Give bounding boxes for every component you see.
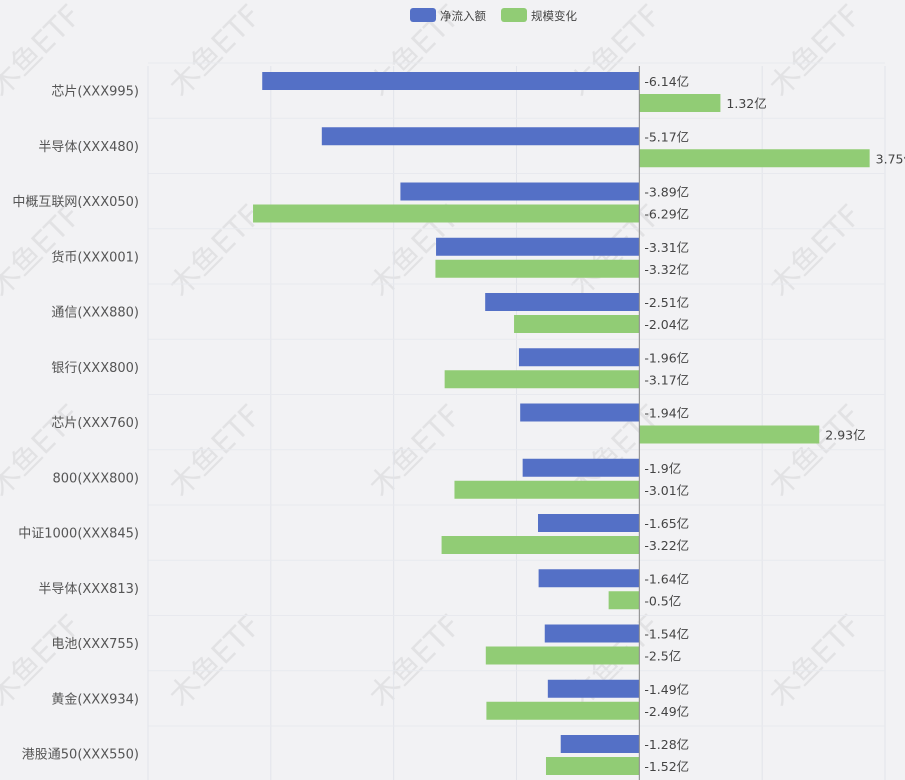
data-label: -6.14亿 (644, 74, 689, 89)
bar-net-inflow[interactable] (520, 403, 640, 422)
data-label: -6.29亿 (644, 207, 689, 222)
watermark-text: 木鱼ETF (163, 198, 269, 304)
category-label: 货币(XXX001) (51, 249, 139, 265)
bar-scale-change[interactable] (444, 370, 640, 389)
data-label: 1.32亿 (726, 96, 766, 111)
watermark-text: 木鱼ETF (363, 398, 469, 504)
bar-net-inflow[interactable] (518, 348, 640, 367)
category-label: 中概互联网(XXX050) (12, 195, 139, 210)
watermark-text: 木鱼ETF (763, 398, 869, 504)
bar-scale-change[interactable] (639, 149, 870, 168)
category-label: 中证1000(XXX845) (18, 527, 139, 542)
data-label: -0.5亿 (644, 593, 681, 608)
data-label: -2.49亿 (644, 704, 689, 719)
data-label: -1.94亿 (644, 406, 689, 421)
bar-net-inflow[interactable] (560, 735, 640, 753)
watermark-text: 木鱼ETF (0, 398, 88, 504)
category-label: 黄金(XXX934) (51, 691, 139, 707)
watermark-text: 木鱼ETF (763, 198, 869, 304)
watermark-text: 木鱼ETF (163, 608, 269, 714)
data-label: -2.04亿 (644, 317, 689, 332)
bar-scale-change[interactable] (441, 536, 640, 554)
bar-scale-change[interactable] (639, 425, 820, 444)
legend-label[interactable]: 规模变化 (531, 9, 577, 23)
category-label: 银行(XXX800) (51, 361, 139, 376)
bar-net-inflow[interactable] (485, 293, 640, 311)
data-label: -1.54亿 (644, 627, 689, 642)
bar-scale-change[interactable] (253, 204, 640, 223)
legend-swatch-net-inflow[interactable] (410, 8, 436, 22)
data-label: -1.96亿 (644, 350, 689, 365)
data-label: -1.52亿 (644, 759, 689, 774)
bar-net-inflow[interactable] (538, 569, 640, 588)
bar-scale-change[interactable] (639, 94, 721, 112)
data-label: -1.64亿 (644, 571, 689, 586)
legend-swatch-scale-change[interactable] (501, 8, 527, 22)
bar-scale-change[interactable] (514, 315, 640, 333)
category-label: 芯片(XXX760) (51, 416, 139, 431)
data-label: -1.65亿 (644, 516, 689, 531)
data-label: -1.49亿 (644, 682, 689, 697)
watermark-text: 木鱼ETF (163, 0, 269, 104)
bar-scale-change[interactable] (435, 259, 640, 278)
bar-scale-change[interactable] (485, 646, 640, 665)
data-label: -1.28亿 (644, 737, 689, 752)
data-label: -2.5亿 (644, 649, 681, 664)
bars-layer (253, 66, 870, 780)
category-label: 800(XXX800) (53, 471, 140, 486)
data-label: 2.93亿 (825, 428, 865, 443)
data-label: -1.9亿 (644, 461, 681, 476)
data-label: -3.31亿 (644, 240, 689, 255)
bar-scale-change[interactable] (545, 757, 640, 775)
watermark-text: 木鱼ETF (763, 0, 869, 104)
bar-scale-change[interactable] (608, 591, 640, 610)
bar-net-inflow[interactable] (547, 679, 640, 698)
category-label: 电池(XXX755) (51, 637, 139, 652)
watermark-text: 木鱼ETF (163, 398, 269, 504)
legend[interactable]: 净流入额 规模变化 (410, 8, 577, 23)
bar-net-inflow[interactable] (537, 514, 640, 532)
bar-net-inflow[interactable] (400, 182, 640, 201)
bar-net-inflow[interactable] (321, 127, 640, 146)
bar-scale-change[interactable] (454, 480, 640, 499)
data-label: -3.22亿 (644, 538, 689, 553)
category-label: 芯片(XXX995) (51, 85, 139, 100)
watermark-text: 木鱼ETF (763, 608, 869, 714)
bar-net-inflow[interactable] (262, 72, 640, 90)
category-label: 通信(XXX880) (51, 306, 139, 321)
data-label: -3.32亿 (644, 262, 689, 277)
data-label: -2.51亿 (644, 295, 689, 310)
category-label: 半导体(XXX813) (38, 582, 139, 597)
category-label: 半导体(XXX480) (38, 140, 139, 155)
legend-label[interactable]: 净流入额 (440, 9, 486, 23)
watermark-text: 木鱼ETF (363, 608, 469, 714)
bar-net-inflow[interactable] (436, 237, 640, 256)
data-label: -3.89亿 (644, 185, 689, 200)
data-label: -5.17亿 (644, 129, 689, 144)
bar-net-inflow[interactable] (544, 624, 640, 643)
category-label: 港股通50(XXX550) (22, 748, 139, 763)
data-label: 3.75亿 (876, 151, 905, 166)
bar-net-inflow[interactable] (522, 458, 640, 477)
data-label: -3.17亿 (644, 372, 689, 387)
data-label: -3.01亿 (644, 483, 689, 498)
bar-scale-change[interactable] (486, 701, 640, 720)
